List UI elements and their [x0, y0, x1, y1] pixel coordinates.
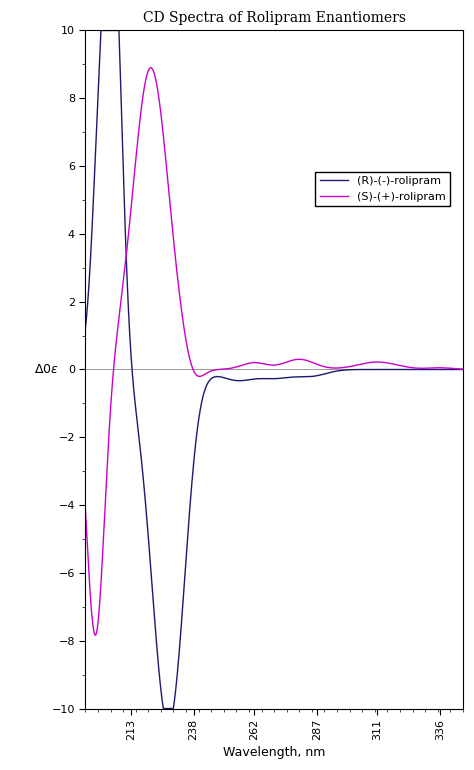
(R)-(-)-rolipram — [98, 26, 104, 35]
(R)-(-)-rolipram — [412, 365, 418, 374]
(R)-(-)-rolipram — [148, 566, 154, 575]
(S)-(+)-rolipram — [412, 363, 418, 373]
(R)-(-)-rolipram — [228, 375, 233, 384]
(R)-(-)-rolipram — [82, 324, 88, 333]
(S)-(+)-rolipram — [244, 359, 250, 368]
(S)-(+)-rolipram — [148, 63, 154, 72]
(S)-(+)-rolipram — [228, 363, 233, 373]
Title: CD Spectra of Rolipram Enantiomers: CD Spectra of Rolipram Enantiomers — [143, 11, 406, 25]
(S)-(+)-rolipram — [92, 631, 98, 640]
(R)-(-)-rolipram — [126, 306, 131, 316]
(R)-(-)-rolipram — [244, 376, 250, 385]
Line: (S)-(+)-rolipram: (S)-(+)-rolipram — [85, 68, 463, 635]
Line: (R)-(-)-rolipram: (R)-(-)-rolipram — [85, 31, 463, 708]
(S)-(+)-rolipram — [460, 364, 466, 373]
(S)-(+)-rolipram — [453, 364, 458, 373]
(S)-(+)-rolipram — [148, 63, 154, 72]
(R)-(-)-rolipram — [161, 704, 166, 713]
Legend: (R)-(-)-rolipram, (S)-(+)-rolipram: (R)-(-)-rolipram, (S)-(+)-rolipram — [316, 172, 450, 206]
(R)-(-)-rolipram — [460, 365, 466, 374]
X-axis label: Wavelength, nm: Wavelength, nm — [223, 746, 325, 759]
(R)-(-)-rolipram — [453, 365, 458, 374]
Text: $\Delta$0$\varepsilon$: $\Delta$0$\varepsilon$ — [34, 363, 59, 376]
(S)-(+)-rolipram — [82, 504, 88, 514]
(S)-(+)-rolipram — [126, 229, 131, 239]
